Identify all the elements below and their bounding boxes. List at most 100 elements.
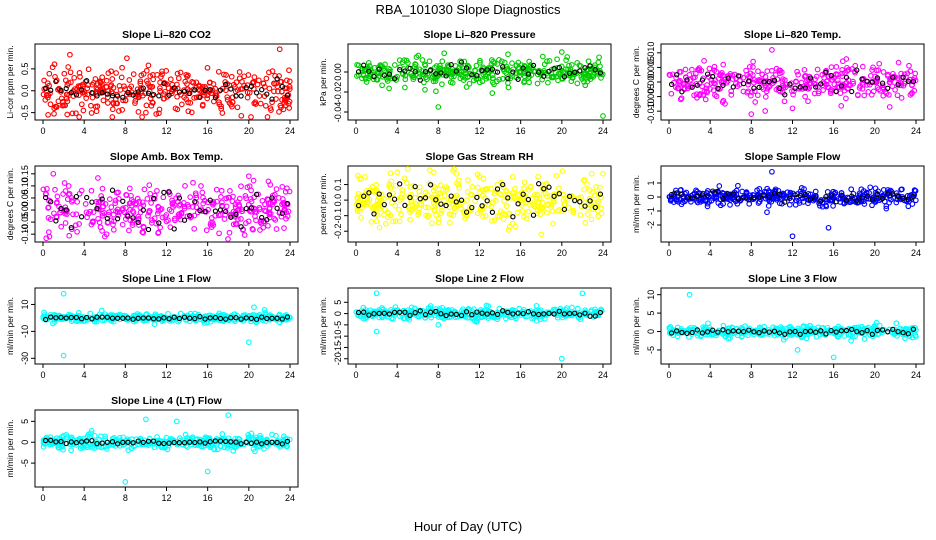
scatter-point	[219, 431, 226, 437]
reference-point	[212, 94, 219, 101]
reference-point	[53, 315, 59, 321]
reference-point	[453, 199, 459, 205]
scatter-point	[176, 317, 183, 324]
scatter-point	[415, 52, 422, 59]
scatter-point	[159, 71, 165, 78]
scatter-point	[62, 220, 69, 226]
reference-point	[679, 89, 685, 95]
scatter-point	[135, 314, 142, 320]
scatter-point	[496, 76, 503, 83]
reference-point	[217, 438, 224, 444]
x-tick-label: 8	[123, 248, 128, 258]
scatter-point	[231, 444, 238, 451]
scatter-point	[126, 227, 132, 234]
scatter-point	[41, 77, 47, 84]
scatter-point	[754, 92, 761, 99]
scatter-point	[666, 71, 673, 78]
scatter-point	[236, 206, 242, 213]
scatter-point	[782, 77, 788, 83]
x-tick-label: 16	[829, 370, 839, 380]
scatter-point	[68, 447, 74, 454]
scatter-point	[873, 319, 880, 326]
panel-title: Slope Li–820 Temp.	[744, 29, 841, 41]
reference-point	[207, 315, 213, 321]
scatter-point	[859, 63, 866, 70]
scatter-point	[88, 102, 94, 109]
scatter-point	[136, 198, 142, 205]
reference-point	[577, 68, 583, 74]
scatter-point	[150, 72, 156, 78]
scatter-point	[466, 64, 472, 71]
scatter-point	[105, 88, 112, 94]
reference-point	[381, 310, 387, 316]
reference-point	[710, 327, 716, 333]
reference-point	[833, 329, 839, 335]
scatter-point	[416, 188, 423, 195]
scatter-point	[43, 235, 50, 242]
outlier-point	[600, 113, 606, 119]
reference-point	[489, 209, 496, 215]
scatter-point	[704, 203, 711, 210]
scatter-point	[45, 204, 52, 211]
scatter-point	[213, 186, 220, 193]
reference-point	[427, 67, 434, 73]
reference-point	[269, 439, 275, 445]
scatter-point	[507, 75, 514, 82]
scatter-point	[212, 85, 219, 92]
scatter-point	[49, 64, 56, 71]
x-tick-label: 8	[123, 493, 128, 503]
reference-point	[474, 309, 480, 315]
reference-point	[536, 181, 542, 187]
scatter-point	[770, 74, 776, 81]
scatter-point	[512, 223, 519, 230]
reference-point	[484, 311, 490, 317]
scatter-point	[175, 75, 182, 82]
scatter-point	[153, 220, 160, 227]
x-tick-label: 12	[787, 126, 797, 136]
y-tick-label: 0.000	[646, 71, 656, 94]
scatter-point	[468, 315, 475, 321]
reference-point	[166, 316, 172, 322]
reference-point	[228, 315, 234, 321]
reference-point	[284, 314, 291, 320]
scatter-point	[227, 211, 234, 218]
scatter-point	[282, 188, 289, 195]
scatter-point	[525, 208, 532, 215]
scatter-point	[241, 232, 248, 238]
reference-point	[484, 198, 490, 204]
scatter-point	[417, 192, 423, 199]
scatter-point	[283, 215, 289, 222]
scatter-point	[224, 96, 231, 103]
scatter-point	[802, 72, 809, 79]
panel-title: Slope Li–820 CO2	[122, 29, 211, 41]
reference-point	[120, 94, 126, 101]
scatter-point	[243, 195, 249, 202]
reference-point	[807, 75, 814, 81]
x-tick-label: 0	[40, 493, 45, 503]
scatter-point	[450, 202, 457, 208]
outlier-point	[204, 468, 211, 475]
scatter-point	[469, 184, 476, 190]
reference-point	[520, 191, 526, 197]
reference-point	[694, 327, 700, 333]
outlier-point	[373, 328, 380, 335]
reference-point	[104, 215, 110, 222]
reference-point	[833, 88, 839, 95]
reference-point	[407, 194, 413, 201]
reference-point	[766, 79, 772, 85]
outlier-point	[373, 290, 380, 297]
scatter-point	[396, 57, 403, 63]
scatter-point	[268, 107, 274, 113]
reference-point	[597, 309, 604, 316]
reference-point	[885, 85, 891, 91]
reference-point	[264, 439, 270, 446]
scatter-point	[811, 90, 818, 97]
scatter-point	[178, 210, 185, 217]
y-tick-label: -15	[333, 341, 343, 354]
scatter-point	[569, 304, 575, 311]
scatter-point	[506, 210, 513, 217]
reference-point	[274, 315, 280, 321]
scatter-point	[398, 211, 404, 218]
points-group	[40, 290, 293, 359]
